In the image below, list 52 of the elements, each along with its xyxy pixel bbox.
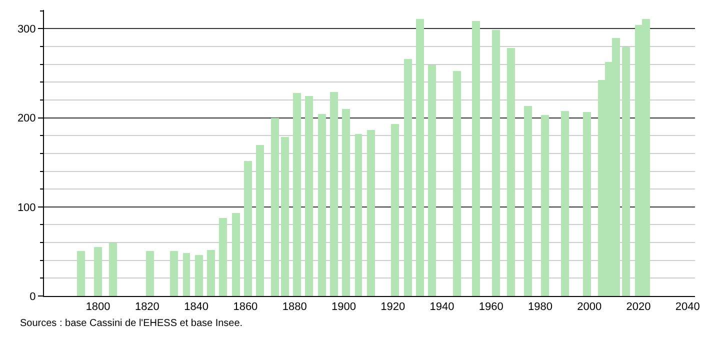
y-tick-label: 300 — [17, 24, 36, 36]
bar — [281, 137, 289, 296]
x-tick-label: 1880 — [282, 301, 307, 314]
bar — [541, 115, 549, 296]
x-tick-label: 1900 — [331, 301, 356, 314]
bar — [244, 161, 252, 296]
bar — [207, 250, 215, 296]
x-tick-label: 1860 — [233, 301, 258, 314]
bar — [183, 253, 190, 296]
bar — [492, 30, 500, 296]
x-tick-label: 1840 — [184, 301, 209, 314]
bar — [524, 106, 532, 296]
bar — [561, 111, 569, 296]
bar — [256, 145, 264, 296]
x-tick-label: 2000 — [577, 301, 602, 314]
x-tick-label: 1800 — [86, 301, 110, 314]
bar — [318, 114, 326, 296]
x-tick-label: 1920 — [380, 301, 406, 314]
bar — [195, 255, 203, 296]
bar — [355, 134, 362, 296]
bar — [416, 19, 424, 296]
bar — [507, 48, 515, 296]
y-tick-label: 200 — [17, 112, 36, 125]
bar — [583, 112, 591, 296]
bar — [330, 92, 338, 296]
bar — [404, 59, 412, 296]
bar — [109, 243, 117, 296]
bar — [391, 124, 399, 296]
x-tick-label: 2020 — [626, 301, 651, 314]
bar — [342, 109, 350, 296]
x-tick-label: 2040 — [675, 301, 700, 314]
y-tick-label: 0 — [30, 290, 36, 303]
bar — [367, 130, 375, 296]
x-tick-label: 1820 — [134, 301, 160, 314]
bar — [271, 118, 279, 296]
bar — [305, 96, 313, 296]
bar — [472, 21, 480, 296]
bar — [94, 247, 102, 296]
x-tick-label: 1960 — [478, 301, 504, 314]
y-tick-label: 100 — [17, 202, 36, 214]
x-tick-label: 1940 — [430, 301, 454, 314]
x-tick-label: 1980 — [528, 301, 552, 314]
bar — [453, 71, 461, 296]
bar — [622, 47, 630, 296]
bar — [428, 65, 436, 296]
bar — [146, 251, 154, 296]
bar — [232, 213, 240, 296]
bar — [170, 251, 178, 296]
source-note: Sources : base Cassini de l'EHESS et base Insee. — [20, 318, 243, 329]
bar — [293, 93, 301, 296]
bar — [77, 251, 85, 296]
bar — [219, 218, 227, 296]
